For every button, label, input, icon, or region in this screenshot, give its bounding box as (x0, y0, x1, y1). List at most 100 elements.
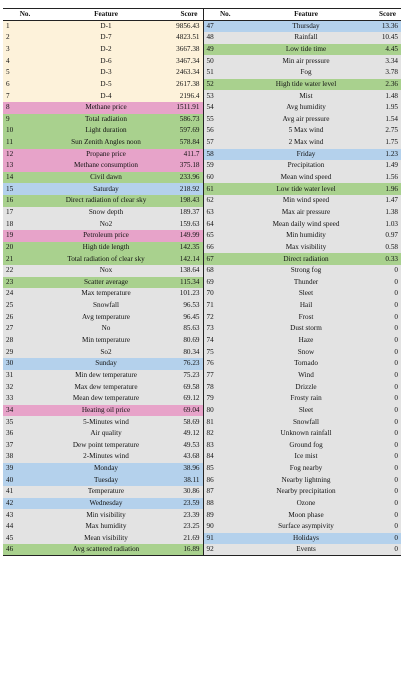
row-number-right: 72 (203, 311, 247, 324)
feature-score-left: 30.86 (165, 486, 204, 498)
feature-score-right: 0 (365, 509, 401, 522)
feature-score-right: 2.36 (365, 78, 401, 91)
table-body: 1 D-1 9856.43 47 Thursday 13.36 2 D-7 4823.51 48 R… (3, 20, 401, 557)
feature-name-right: Precipitation (247, 160, 365, 172)
feature-score-right: 0 (365, 393, 401, 405)
feature-name-left: Min dew temperature (47, 369, 165, 382)
feature-name-right: Low tide time (247, 43, 365, 56)
feature-name-left: Snowfall (47, 299, 165, 312)
feature-name-left: D-5 (47, 78, 165, 91)
row-number-right: 67 (203, 253, 247, 265)
row-number-right: 74 (203, 334, 247, 347)
row-number-left: 34 (3, 404, 47, 417)
table-row: 19 Petroleum price 149.99 65 Min humidity 0.9… (3, 230, 401, 242)
feature-name-right: Strong fog (247, 264, 365, 277)
row-number-left: 3 (3, 43, 47, 56)
feature-score-left: 233.96 (165, 171, 204, 184)
feature-name-right: 2 Max wind (247, 136, 365, 149)
feature-name-right: Nearby precipitation (247, 486, 365, 498)
feature-name-left: Avg temperature (47, 311, 165, 324)
row-number-right: 64 (203, 218, 247, 231)
row-number-right: 57 (203, 136, 247, 149)
feature-name-right: Avg air pressure (247, 113, 365, 126)
feature-name-right: Avg humidity (247, 101, 365, 114)
feature-name-right: Mean daily wind speed (247, 218, 365, 231)
feature-score-right: 0 (365, 427, 401, 440)
row-number-right: 47 (203, 20, 247, 33)
row-number-right: 48 (203, 32, 247, 44)
feature-score-left: 142.14 (165, 253, 204, 265)
feature-score-left: 38.96 (165, 462, 204, 475)
row-number-right: 71 (203, 299, 247, 312)
row-number-right: 87 (203, 486, 247, 498)
feature-name-right: Direct radiation (247, 253, 365, 265)
table-row: 12 Propane price 411.7 58 Friday 1.23 (3, 148, 401, 161)
row-number-left: 42 (3, 497, 47, 510)
feature-name-left: High tide length (47, 241, 165, 254)
feature-score-left: 578.84 (165, 136, 204, 149)
row-number-left: 43 (3, 509, 47, 522)
header-row: No. Feature Score No. Feature Score (3, 8, 401, 21)
header-score-left: Score (165, 8, 204, 21)
feature-name-left: Wednesday (47, 497, 165, 510)
row-number-left: 15 (3, 183, 47, 196)
feature-score-right: 1.95 (365, 101, 401, 114)
feature-name-left: Propane price (47, 148, 165, 161)
row-number-right: 73 (203, 323, 247, 335)
feature-name-right: Snow (247, 346, 365, 359)
row-number-right: 82 (203, 427, 247, 440)
table-row: 28 Min temperature 80.69 74 Haze 0 (3, 334, 401, 347)
row-number-right: 68 (203, 264, 247, 277)
row-number-right: 60 (203, 171, 247, 184)
feature-name-right: Friday (247, 148, 365, 161)
row-number-right: 86 (203, 474, 247, 487)
feature-score-right: 0 (365, 544, 401, 557)
feature-name-right: Events (247, 544, 365, 557)
feature-score-right: 0 (365, 451, 401, 463)
table-row: 45 Mean visibility 21.69 91 Holidays 0 (3, 532, 401, 545)
row-number-left: 36 (3, 427, 47, 440)
row-number-right: 78 (203, 381, 247, 393)
feature-name-right: Sleet (247, 404, 365, 417)
table-row: 34 Heating oil price 69.04 80 Sleet 0 (3, 404, 401, 417)
feature-score-left: 23.59 (165, 497, 204, 510)
table-row: 46 Avg scattered radiation 16.89 92 Events 0 (3, 544, 401, 557)
feature-score-left: 101.23 (165, 288, 204, 300)
row-number-right: 92 (203, 544, 247, 557)
table-row: 11 Sun Zenith Angles noon 578.84 57 2 Max wi… (3, 136, 401, 149)
feature-score-left: 23.25 (165, 521, 204, 533)
feature-name-right: Haze (247, 334, 365, 347)
row-number-left: 24 (3, 288, 47, 300)
feature-score-left: 2196.4 (165, 90, 204, 102)
feature-name-right: Fog (247, 67, 365, 79)
row-number-right: 79 (203, 393, 247, 405)
feature-score-left: 23.39 (165, 509, 204, 522)
feature-name-right: High tide water level (247, 78, 365, 91)
row-number-left: 35 (3, 416, 47, 428)
feature-score-right: 2.75 (365, 125, 401, 137)
table-row: 32 Max dew temperature 69.58 78 Drizzle 0 (3, 381, 401, 393)
row-number-left: 20 (3, 241, 47, 254)
feature-score-left: 96.53 (165, 299, 204, 312)
row-number-right: 50 (203, 55, 247, 68)
feature-name-left: 5-Minutes wind (47, 416, 165, 428)
feature-name-right: Holidays (247, 532, 365, 545)
feature-score-right: 0 (365, 532, 401, 545)
feature-name-right: Fog nearby (247, 462, 365, 475)
table-row: 10 Light duration 597.69 56 5 Max wind 2.75 (3, 125, 401, 137)
feature-name-right: Frost (247, 311, 365, 324)
feature-name-left: D-6 (47, 55, 165, 68)
row-number-left: 7 (3, 90, 47, 102)
feature-score-right: 4.45 (365, 43, 401, 56)
feature-score-right: 1.23 (365, 148, 401, 161)
table-row: 42 Wednesday 23.59 88 Ozone 0 (3, 497, 401, 510)
row-number-left: 31 (3, 369, 47, 382)
row-number-left: 6 (3, 78, 47, 91)
feature-score-table: No. Feature Score No. Feature Score 1 D-1… (3, 8, 401, 557)
feature-score-left: 597.69 (165, 125, 204, 137)
feature-name-right: Sleet (247, 288, 365, 300)
feature-score-left: 49.12 (165, 427, 204, 440)
feature-score-right: 0 (365, 462, 401, 475)
row-number-left: 45 (3, 532, 47, 545)
row-number-left: 22 (3, 264, 47, 277)
